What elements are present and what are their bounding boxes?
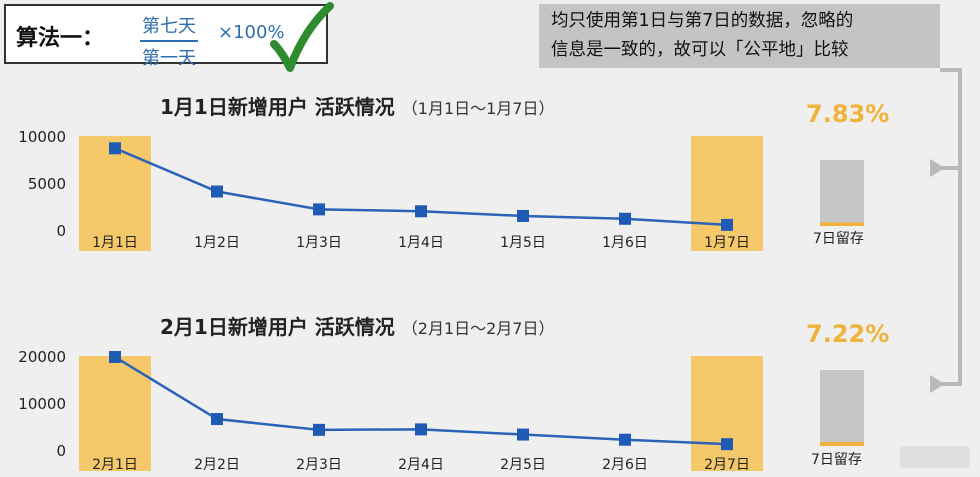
chart-2-point-5 <box>517 429 529 441</box>
chart-1-xlabel-3: 1月3日 <box>296 235 342 251</box>
chart-2-xlabel-5: 2月5日 <box>500 457 546 473</box>
chart-1-xlabel-2: 1月2日 <box>194 235 240 251</box>
retention-caption-2: 7日留存 <box>811 449 862 469</box>
chart-2-ytick-1: 0 <box>56 442 66 460</box>
chart-2-ytick-3: 20000 <box>18 348 66 366</box>
retention-value-1: 7.83% <box>806 100 889 128</box>
chart-1-highlight-7 <box>691 136 763 251</box>
retention-value-2: 7.22% <box>806 320 889 348</box>
watermark-blur <box>900 446 970 468</box>
chart-1-point-2 <box>211 186 223 198</box>
chart-2-xlabel-3: 2月3日 <box>296 457 342 473</box>
chart-1-xlabel-4: 1月4日 <box>398 235 444 251</box>
retention-caption-1: 7日留存 <box>813 228 864 248</box>
chart-2-retention-fill <box>820 442 864 446</box>
chart-1-retention-fill <box>820 222 864 226</box>
chart-1-point-7 <box>721 219 733 231</box>
chart-1-xlabel-7: 1月7日 <box>704 235 750 251</box>
chart-2-point-4 <box>415 423 427 435</box>
chart-1-xlabel-5: 1月5日 <box>500 235 546 251</box>
chart-1-point-6 <box>619 213 631 225</box>
chart-2-xlabel-2: 2月2日 <box>194 457 240 473</box>
chart-2-point-6 <box>619 434 631 446</box>
chart-1-point-4 <box>415 205 427 217</box>
chart-1-xlabel-6: 1月6日 <box>602 235 648 251</box>
chart-2-point-1 <box>109 351 121 363</box>
chart-1-retention-bar <box>820 160 864 226</box>
chart-1-xlabel-1: 1月1日 <box>92 235 138 251</box>
chart-2-highlight-7 <box>691 356 763 471</box>
chart-2-point-3 <box>313 424 325 436</box>
chart-1-point-3 <box>313 203 325 215</box>
chart-2-xlabel-6: 2月6日 <box>602 457 648 473</box>
chart-1-point-5 <box>517 210 529 222</box>
chart-2-xlabel-1: 2月1日 <box>92 457 138 473</box>
chart-2-xlabel-7: 2月7日 <box>704 457 750 473</box>
chart-2-retention-bar <box>820 370 864 446</box>
chart-1-ytick-3: 10000 <box>18 128 66 146</box>
chart-2-xlabel-4: 2月4日 <box>398 457 444 473</box>
chart-2-ytick-2: 10000 <box>18 395 66 413</box>
bracket-connector <box>936 70 960 384</box>
chart-1-ytick-2: 5000 <box>28 175 66 193</box>
chart-1-point-1 <box>109 142 121 154</box>
chart-2-point-2 <box>211 413 223 425</box>
chart-2-point-7 <box>721 438 733 450</box>
chart-1-ytick-1: 0 <box>56 222 66 240</box>
